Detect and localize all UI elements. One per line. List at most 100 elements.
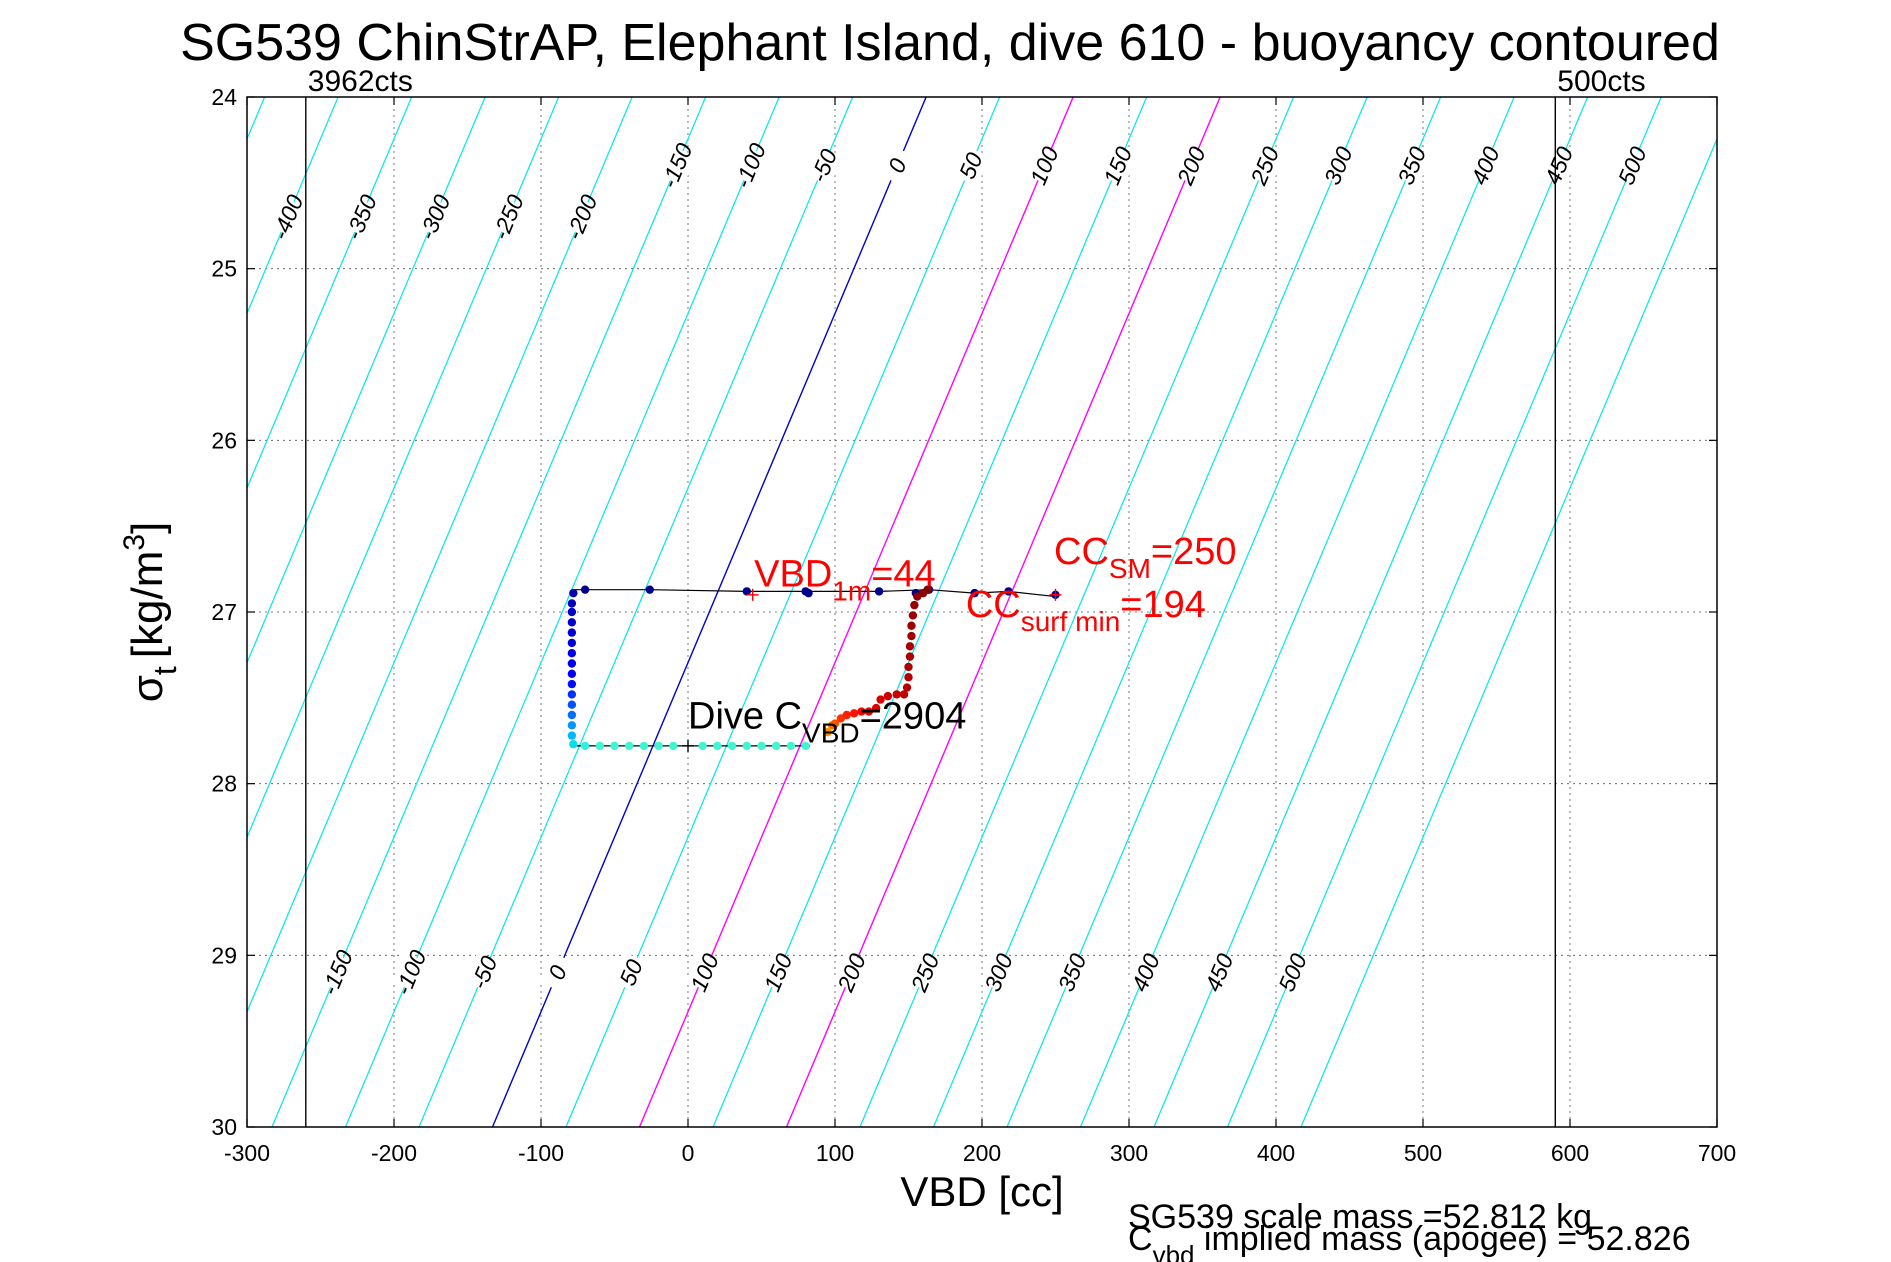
contour-label: 150 [759,950,798,996]
data-point [580,585,590,594]
data-point [757,741,766,751]
contour-line [1226,97,1662,1127]
y-tick-label: 24 [211,84,237,110]
contour-label-bg [562,196,601,238]
contour-label: 350 [1392,143,1431,189]
contour-line [1079,97,1515,1127]
footer-implied-text: implied mass (apogee) = 52.826 [1194,1220,1690,1258]
contour-label-bg [1098,145,1137,186]
buoyancy-contours [247,97,1717,1127]
contour-label-bg [538,952,577,993]
annotation-value: =44 [871,553,935,595]
data-point [899,690,909,699]
y-label-sigma: σ [123,675,172,702]
annotation-main: Dive C [688,696,802,738]
chart-title: SG539 ChinStrAP, Elephant Island, dive 6… [180,14,1720,72]
data-point [569,588,578,598]
data-point [1004,587,1013,596]
footer-vbd-sub: vbd [1153,1240,1195,1262]
annotation-main: CC [1054,531,1109,573]
footer-implied-mass: Cvbd implied mass (apogee) = 52.826 [1128,1220,1691,1262]
data-point [905,642,915,651]
data-point [876,695,885,704]
footer: SG539 scale mass =52.812 kg Cvbd implied… [1128,1198,1691,1262]
contour-label-bg [685,952,724,993]
annotation-ccsm: CCSM=250 [1054,531,1236,584]
data-point [713,741,722,751]
contour-line [271,97,707,1127]
contour-label: -50 [805,145,842,186]
contour-label-bg [832,952,871,993]
data-point [823,727,832,737]
y-label-sub: t [147,666,183,675]
contour-label-bg [1466,145,1505,186]
contour-line [859,97,1295,1127]
data-point [742,741,751,751]
contour-line [247,97,339,316]
data-point [567,710,577,720]
reference-markers [682,588,1062,752]
y-label-units: [kg/m [123,551,172,659]
contour-label-bg [415,196,454,238]
contour-line [247,97,486,665]
annotation-subscript: 1m [832,575,871,606]
y-tick-label: 27 [211,599,237,625]
data-point [567,669,577,678]
data-point [625,741,634,751]
y-tick-label: 28 [211,771,237,797]
contour-label-bg [1052,952,1092,993]
data-point [902,683,912,692]
contour-label-bg [1172,145,1211,186]
data-point [830,719,840,728]
contour-label-bg [758,952,798,993]
contour-label: 400 [1126,950,1165,996]
contour-label-bg [905,952,945,993]
data-point [645,585,654,594]
annotation-subscript: VBD [802,718,860,749]
x-tick-label: 0 [682,1140,695,1166]
contour-label: 250 [1245,143,1284,190]
contour-label-bg [317,952,357,993]
x-tick-label: -200 [371,1140,417,1166]
data-point [970,588,979,598]
data-point [801,587,810,596]
contour-label-bg [1319,145,1358,186]
data-point [742,587,751,596]
data-point [567,618,577,627]
contour-label-bg [1539,145,1578,186]
contour-labels: -400 -350 -300 -250 -200-150 -100 -50 0 50 100 150… [267,139,1652,999]
annotation-subscript: SM [1109,553,1151,584]
data-point [849,709,859,718]
annotation-main: VBD [754,553,832,595]
data-point [567,638,577,648]
contour-line [1006,97,1442,1127]
annotation-ccsurf: CCsurf min=194 [966,584,1206,637]
x-tick-label: 300 [1110,1140,1148,1166]
contour-label: 250 [905,950,944,997]
x-tick-label: 200 [963,1140,1001,1166]
y-label-sup: 3 [118,534,151,551]
data-point [864,707,874,716]
data-point [654,741,663,751]
contour-label: 100 [1025,143,1064,189]
annotation-value: =2904 [860,696,967,738]
contour-label: 150 [1098,143,1137,189]
data-point [567,607,577,617]
contour-label-bg [464,952,504,993]
contour-line [344,97,780,1127]
contour-label-bg [1025,145,1064,186]
annotation-value: =250 [1151,531,1237,573]
data-point [569,739,578,749]
annotation-subscript: surf min [1021,606,1121,637]
contour-label: 400 [1466,143,1505,189]
contour-label-bg [979,952,1018,993]
contour-line [1300,137,1717,1127]
x-tick-label: 700 [1698,1140,1736,1166]
data-point [907,631,916,641]
contour-line [565,97,1001,1127]
contour-label: 200 [1171,143,1210,190]
data-points [567,585,1060,751]
contour-label: 500 [1613,143,1652,189]
contour-label-bg [657,145,696,186]
